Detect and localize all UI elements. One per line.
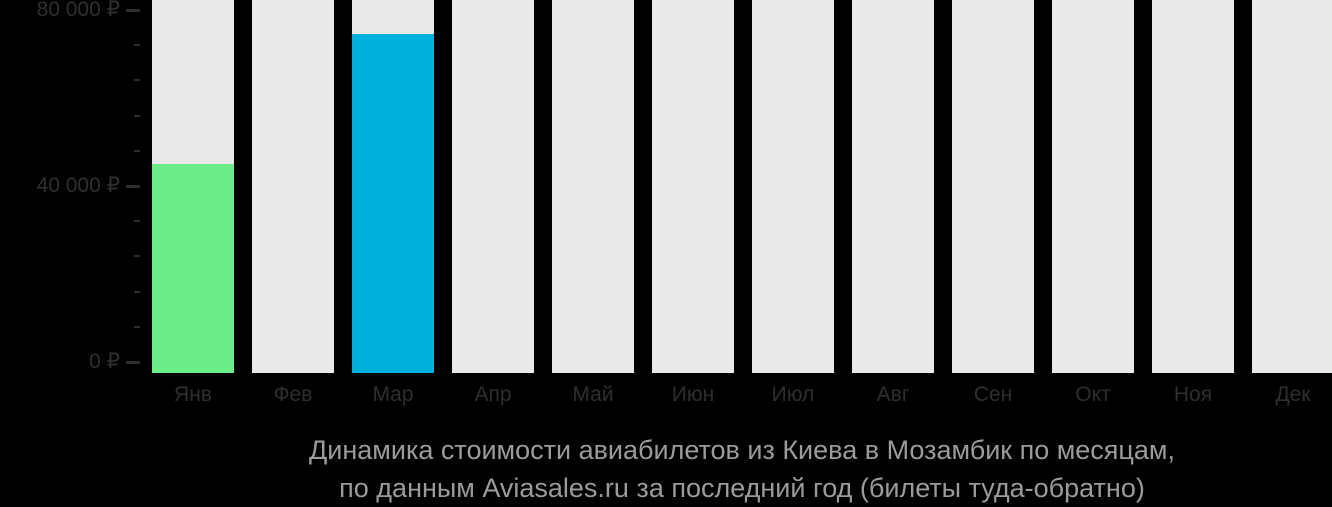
month-column-track[interactable] (952, 0, 1034, 373)
y-tick-minor-mark (134, 290, 140, 293)
x-tick-label: Апр (474, 383, 512, 406)
month-column-track[interactable] (1252, 0, 1332, 373)
x-tick-label: Фев (273, 383, 313, 406)
y-tick-label: 80 000 ₽ (36, 0, 120, 21)
y-tick-minor-mark (134, 44, 140, 47)
y-tick-label: 0 ₽ (89, 350, 120, 373)
x-tick-label: Май (572, 383, 614, 406)
plot-area (152, 0, 1332, 373)
y-tick-major-mark (126, 184, 140, 188)
y-tick-minor-mark (134, 255, 140, 258)
x-tick-label: Мар (372, 383, 414, 406)
x-tick-label: Окт (1075, 383, 1111, 406)
month-column-track[interactable] (852, 0, 934, 373)
x-tick-label: Июл (771, 383, 815, 406)
y-tick-major-mark (126, 360, 140, 364)
month-column-track[interactable] (452, 0, 534, 373)
month-column-track[interactable] (752, 0, 834, 373)
chart-title: Динамика стоимости авиабилетов из Киева … (152, 431, 1332, 507)
month-column-track[interactable] (552, 0, 634, 373)
y-tick-minor-mark (134, 149, 140, 152)
chart-title-line-2: по данным Aviasales.ru за последний год … (339, 473, 1145, 503)
month-column-track[interactable] (1152, 0, 1234, 373)
y-tick-major-mark (126, 8, 140, 12)
y-tick-minor-mark (134, 79, 140, 82)
x-tick-label: Авг (876, 383, 910, 406)
month-column-track[interactable] (1052, 0, 1134, 373)
y-tick-minor-mark (134, 114, 140, 117)
x-tick-label: Сен (973, 383, 1013, 406)
x-tick-label: Дек (1275, 383, 1311, 406)
y-tick-label: 40 000 ₽ (36, 174, 120, 197)
x-tick-label: Июн (671, 383, 715, 406)
price-bar[interactable] (152, 164, 234, 373)
y-tick-minor-mark (134, 325, 140, 328)
chart-title-line-1: Динамика стоимости авиабилетов из Киева … (309, 435, 1175, 465)
month-column-track[interactable] (652, 0, 734, 373)
x-tick-label: Ноя (1173, 383, 1213, 406)
price-bar[interactable] (352, 34, 434, 373)
month-column-track[interactable] (252, 0, 334, 373)
x-tick-label: Янв (174, 383, 212, 406)
y-tick-minor-mark (134, 220, 140, 223)
